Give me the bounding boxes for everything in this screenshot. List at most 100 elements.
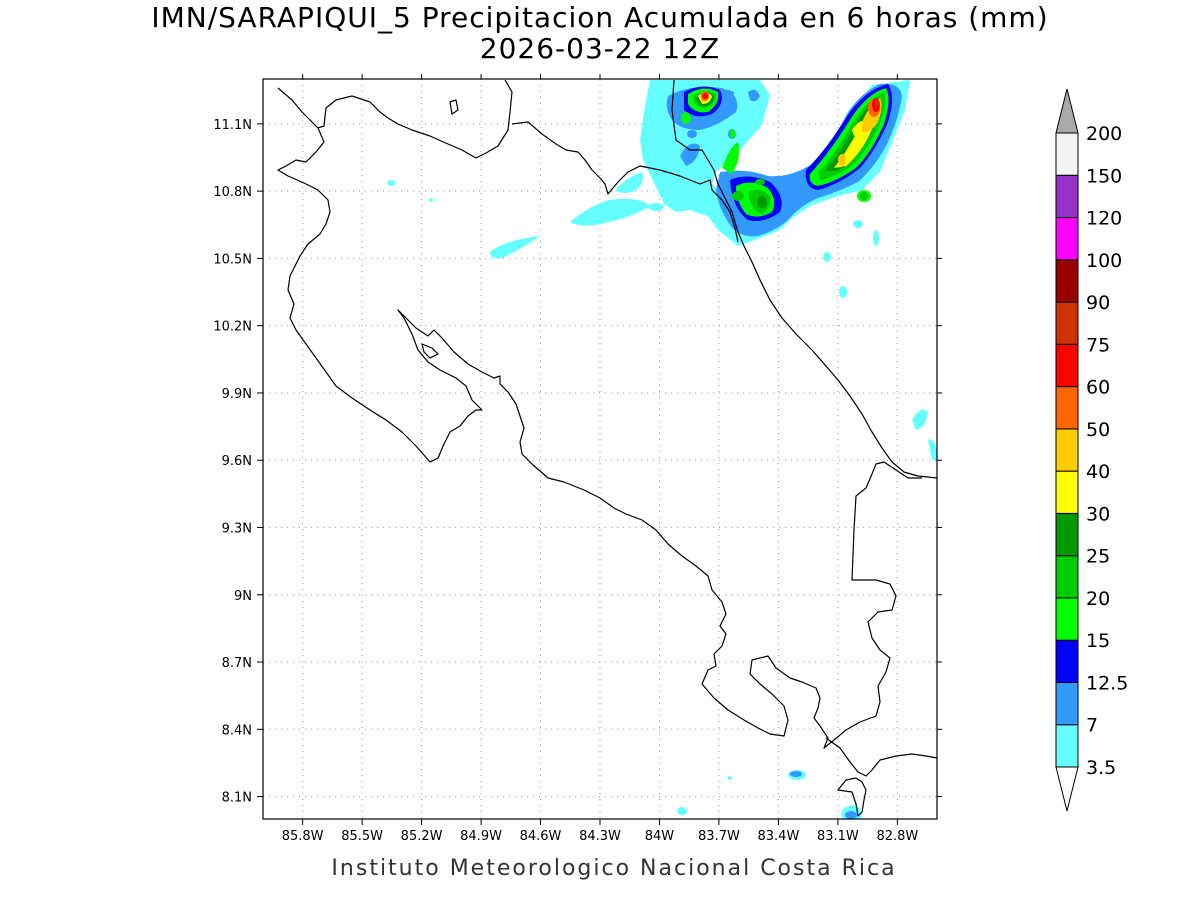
lat-tick-label: 11.1N [213, 118, 252, 133]
lat-tick-label: 8.7N [222, 656, 252, 671]
island [421, 343, 439, 359]
colorbar-swatch [1055, 132, 1079, 176]
island [449, 99, 459, 115]
precip-band-7mm [748, 89, 760, 102]
precip-band-7mm [680, 143, 700, 166]
grid-lines [263, 79, 937, 819]
longitude-ticks: 85.8W 85.5W 85.2W 84.9W 84.6W 84.3W 84W 83.7W 83… [282, 74, 918, 844]
lon-tick-label: 85.5W [341, 829, 383, 844]
colorbar-swatch [1055, 512, 1079, 557]
precip-band-cyan [873, 230, 879, 246]
colorbar-label: 200 [1086, 123, 1122, 145]
colorbar-label: 120 [1086, 208, 1122, 230]
precip-band-cyan [912, 409, 928, 430]
precip-band-20mm [755, 179, 765, 185]
lat-tick-label: 8.1N [222, 791, 252, 806]
colorbar-label: 3.5 [1086, 757, 1116, 779]
colorbar-swatch [1055, 470, 1079, 514]
colorbar-swatch [1055, 259, 1079, 303]
precip-band-cyan [648, 203, 664, 211]
precip-band-7mm [790, 771, 802, 777]
lat-tick-label: 10.8N [213, 185, 252, 200]
colorbar-label: 12.5 [1086, 672, 1128, 694]
precip-band-cyan [839, 286, 847, 298]
colorbar-swatch [1055, 639, 1079, 683]
colorbar-swatch [1055, 428, 1079, 472]
lon-tick-label: 85.8W [282, 829, 324, 844]
colorbar-swatch [1055, 301, 1079, 345]
precip-band-40mm [838, 154, 846, 166]
precip-band-15mm [681, 112, 691, 124]
precip-band-60mm [702, 93, 708, 99]
colorbar-under-arrow [1055, 766, 1079, 812]
precip-band-cyan [728, 776, 732, 780]
precip-band-cyan [677, 807, 687, 815]
colorbar-swatch [1055, 217, 1079, 261]
precip-band-cyan [615, 172, 644, 193]
colorbar-label: 7 [1086, 715, 1098, 737]
precip-band-20mm [860, 192, 868, 200]
colorbar-swatch [1055, 724, 1079, 768]
precip-band-cyan [823, 252, 831, 262]
precip-band-25mm [757, 196, 767, 208]
precip-band-cyan [570, 198, 650, 226]
lat-tick-label: 8.4N [222, 723, 252, 738]
precip-band-cyan [387, 180, 395, 186]
lat-tick-label: 9.3N [222, 521, 252, 536]
footer-credit: Instituto Meteorologico Nacional Costa R… [331, 856, 897, 881]
colorbar-label: 90 [1086, 292, 1110, 314]
map-title: IMN/SARAPIQUI_5 Precipitacion Acumulada … [0, 2, 1200, 64]
colorbar-swatch [1055, 681, 1079, 726]
panama-coast [825, 737, 937, 777]
precip-band-7mm [687, 130, 697, 138]
title-line-2: 2026-03-22 12Z [479, 32, 721, 65]
colorbar: 3.5 7 12.5 15 20 25 30 40 50 60 75 90 100 120 150 200 [1055, 88, 1128, 812]
title-line-1: IMN/SARAPIQUI_5 Precipitacion Acumulada … [151, 1, 1049, 34]
colorbar-label: 30 [1086, 503, 1110, 525]
colorbar-swatch [1055, 597, 1079, 641]
lake-nicaragua-coast [511, 121, 739, 243]
pacific-coast-north [277, 127, 922, 749]
precipitation-field [387, 80, 937, 819]
lat-tick-label: 10.5N [213, 252, 252, 267]
colorbar-label: 40 [1086, 461, 1110, 483]
colorbar-label: 20 [1086, 588, 1110, 610]
coastlines [277, 79, 937, 817]
lon-tick-label: 83.7W [698, 829, 740, 844]
precip-band-20mm [732, 191, 744, 201]
nicaragua-border [277, 79, 513, 159]
precip-band-75mm [875, 99, 879, 107]
precip-band-15mm [730, 130, 736, 138]
lon-tick-label: 84.6W [520, 829, 562, 844]
lon-tick-label: 83.4W [758, 829, 800, 844]
colorbar-label: 25 [1086, 546, 1110, 568]
precip-band-cyan [928, 439, 937, 460]
colorbar-swatch [1055, 386, 1079, 430]
lon-tick-label: 84.9W [460, 829, 502, 844]
precip-band-15mm [722, 142, 740, 174]
colorbar-label: 50 [1086, 419, 1110, 441]
lat-tick-label: 9N [234, 589, 252, 604]
lon-tick-label: 85.2W [401, 829, 443, 844]
osa-peninsula-south [837, 777, 867, 817]
colorbar-label: 15 [1086, 630, 1110, 652]
colorbar-label: 100 [1086, 250, 1122, 272]
colorbar-swatch [1055, 555, 1079, 599]
precip-band-cyan [490, 236, 540, 259]
caribbean-coast [671, 79, 937, 479]
lat-tick-label: 10.2N [213, 320, 252, 335]
lon-tick-label: 84.3W [579, 829, 621, 844]
colorbar-swatch [1055, 343, 1079, 388]
lon-tick-label: 83.1W [817, 829, 859, 844]
lat-tick-label: 9.9N [222, 387, 252, 402]
colorbar-label: 75 [1086, 334, 1110, 356]
colorbar-swatch [1055, 174, 1079, 219]
lon-tick-label: 84W [645, 829, 675, 844]
colorbar-label: 150 [1086, 165, 1122, 187]
precip-band-7mm [845, 811, 857, 819]
colorbar-label: 60 [1086, 377, 1110, 399]
lon-tick-label: 82.8W [876, 829, 918, 844]
colorbar-over-arrow [1055, 88, 1079, 134]
precip-band-cyan [429, 198, 433, 202]
